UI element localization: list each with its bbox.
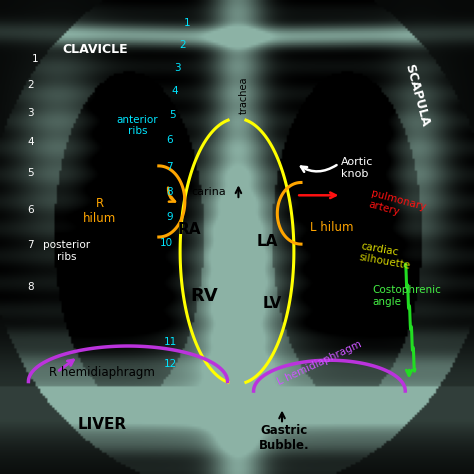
Text: LIVER: LIVER: [77, 417, 127, 432]
Text: 11: 11: [164, 337, 177, 347]
Text: carina: carina: [191, 187, 226, 197]
Text: 8: 8: [166, 187, 173, 197]
Text: 2: 2: [27, 80, 34, 91]
Text: 10: 10: [160, 237, 173, 248]
Text: 8: 8: [27, 282, 34, 292]
Text: Aortic
knob: Aortic knob: [341, 157, 374, 179]
Text: 1: 1: [32, 54, 39, 64]
Text: 9: 9: [166, 211, 173, 222]
Text: anterior
ribs: anterior ribs: [117, 115, 158, 137]
Text: Costophrenic
angle: Costophrenic angle: [372, 285, 441, 307]
Text: 6: 6: [166, 135, 173, 145]
Text: RA: RA: [178, 222, 201, 237]
Text: 3: 3: [27, 108, 34, 118]
Text: LV: LV: [263, 296, 282, 311]
Text: 1: 1: [184, 18, 191, 28]
Text: trachea: trachea: [239, 76, 249, 114]
Text: 7: 7: [27, 239, 34, 250]
Text: R
hilum: R hilum: [83, 197, 116, 225]
Text: 5: 5: [169, 109, 175, 120]
Text: 2: 2: [179, 40, 186, 50]
Text: 4: 4: [27, 137, 34, 147]
Text: CLAVICLE: CLAVICLE: [62, 43, 128, 56]
Text: posterior
ribs: posterior ribs: [43, 240, 90, 262]
Text: SCAPULA: SCAPULA: [402, 62, 432, 128]
Text: L hemidiaphragm: L hemidiaphragm: [276, 338, 364, 387]
Text: 4: 4: [171, 86, 178, 96]
Text: cardiac
silhouette: cardiac silhouette: [358, 241, 413, 271]
Text: Gastric
Bubble.: Gastric Bubble.: [259, 424, 310, 453]
Text: 3: 3: [174, 63, 181, 73]
Text: pulmonary
artery: pulmonary artery: [367, 189, 427, 224]
Text: 12: 12: [164, 359, 177, 369]
Text: LA: LA: [257, 234, 279, 249]
Text: RV: RV: [190, 287, 218, 305]
Text: L hilum: L hilum: [310, 221, 354, 234]
Text: 7: 7: [166, 162, 173, 172]
Text: 5: 5: [27, 168, 34, 178]
Text: 6: 6: [27, 204, 34, 215]
Text: R hemidiaphragm: R hemidiaphragm: [49, 365, 155, 379]
